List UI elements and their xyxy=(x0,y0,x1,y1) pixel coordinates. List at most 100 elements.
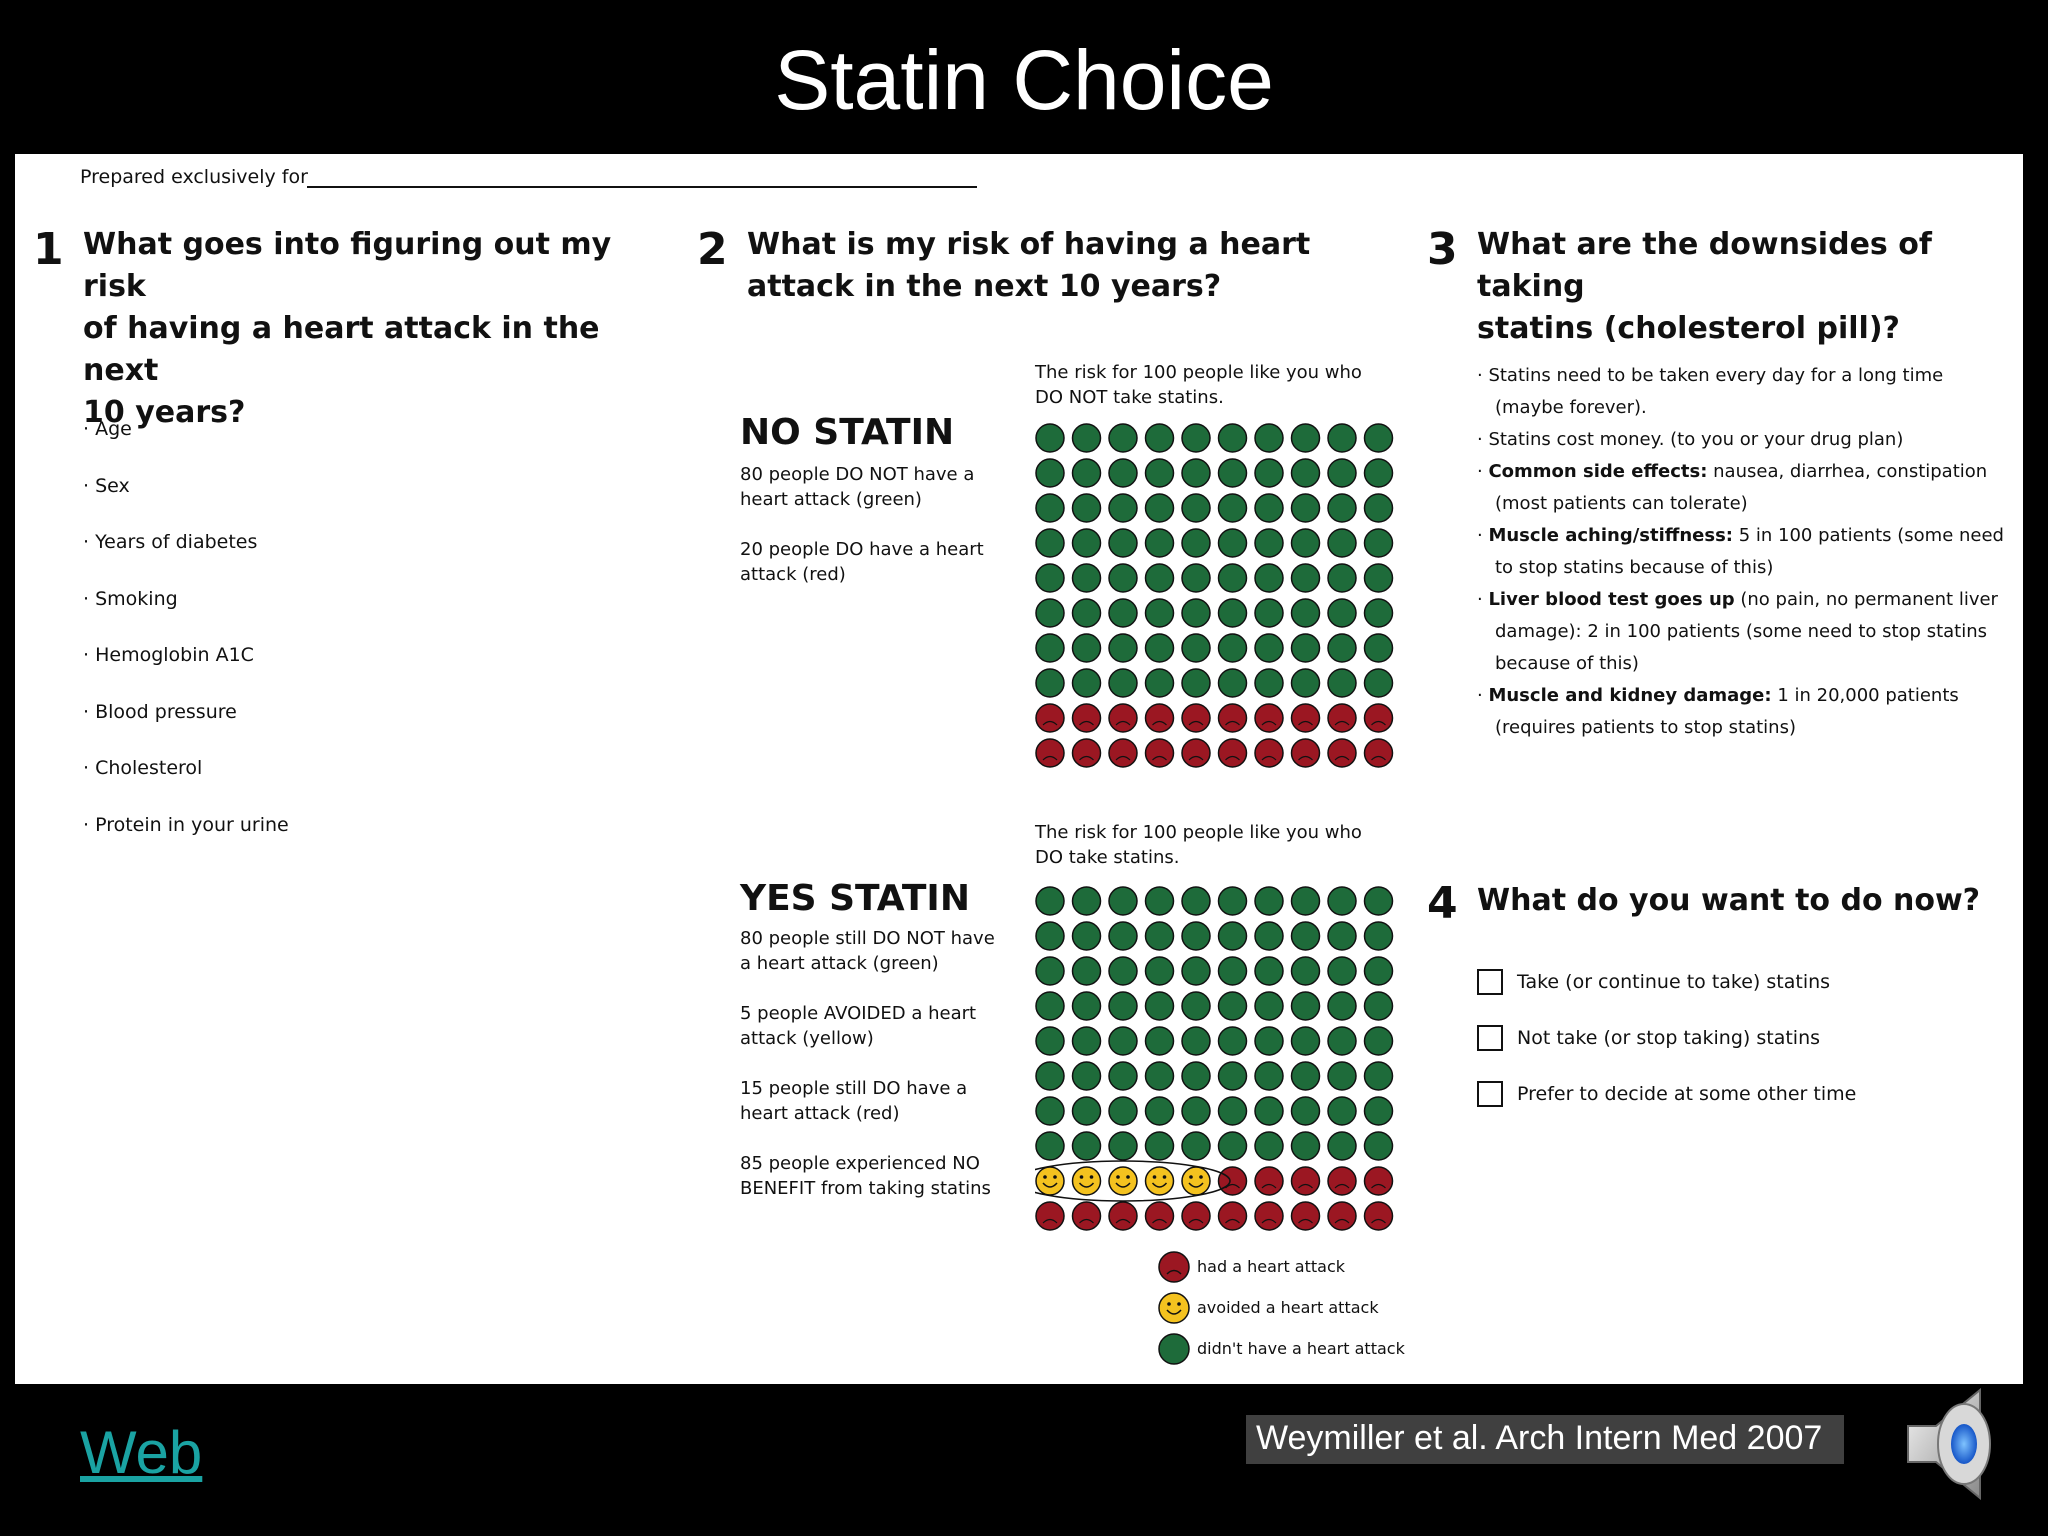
green-face xyxy=(1108,886,1138,916)
red-sad-face xyxy=(1217,738,1248,768)
green-face xyxy=(1035,423,1065,453)
green-face xyxy=(1327,598,1357,628)
green-face xyxy=(1290,458,1321,488)
green-face xyxy=(1108,1026,1138,1056)
green-face xyxy=(1254,633,1284,663)
description-paragraph: 80 people still DO NOT have a heart atta… xyxy=(740,928,995,974)
q2-title: What is my risk of having a heart attack… xyxy=(747,224,1347,308)
green-face xyxy=(1363,528,1394,558)
green-face xyxy=(1181,668,1211,698)
choice-decide-later[interactable]: Prefer to decide at some other time xyxy=(1477,1066,1856,1122)
q1-title-line: What goes into figuring out my risk xyxy=(83,227,612,304)
red-sad-face xyxy=(1254,1201,1284,1231)
green-face xyxy=(1217,528,1248,558)
green-face xyxy=(1071,886,1102,916)
no-statin-description: 80 people DO NOT have a heart attack (gr… xyxy=(740,462,1010,612)
green-face xyxy=(1071,921,1102,951)
green-face xyxy=(1217,493,1248,523)
description-paragraph: 20 people DO have a heart attack (red) xyxy=(740,539,984,585)
prepared-for-label: Prepared exclusively for xyxy=(80,166,308,188)
green-face xyxy=(1254,956,1284,986)
green-face xyxy=(1181,921,1211,951)
green-face xyxy=(1181,1026,1211,1056)
red-sad-face xyxy=(1144,738,1175,768)
green-face xyxy=(1254,528,1284,558)
green-face xyxy=(1071,598,1102,628)
q2-title-line: What is my risk of having a heart xyxy=(747,227,1311,262)
red-sad-face xyxy=(1290,738,1321,768)
green-face xyxy=(1181,598,1211,628)
green-face xyxy=(1071,668,1102,698)
green-face xyxy=(1035,668,1065,698)
caption-line: The risk for 100 people like you who xyxy=(1035,822,1362,843)
face-grid-svg xyxy=(1035,423,1394,768)
green-face xyxy=(1035,1026,1065,1056)
green-face xyxy=(1290,1131,1321,1161)
red-sad-face xyxy=(1181,1201,1211,1231)
red-sad-face xyxy=(1144,1201,1175,1231)
yellow-smiley-face xyxy=(1181,1166,1211,1196)
green-face xyxy=(1035,458,1065,488)
red-sad-face xyxy=(1071,738,1102,768)
factor-item: Age xyxy=(83,418,289,475)
green-face xyxy=(1035,921,1065,951)
green-face xyxy=(1217,991,1248,1021)
choice-not-take-statins[interactable]: Not take (or stop taking) statins xyxy=(1477,1010,1856,1066)
green-face xyxy=(1327,956,1357,986)
checkbox[interactable] xyxy=(1477,1025,1503,1051)
description-paragraph: 80 people DO NOT have a heart attack (gr… xyxy=(740,464,975,510)
green-face xyxy=(1217,1026,1248,1056)
choice-take-statins[interactable]: Take (or continue to take) statins xyxy=(1477,954,1856,1010)
green-face xyxy=(1327,1131,1357,1161)
green-face xyxy=(1144,423,1175,453)
red-sad-face xyxy=(1254,1166,1284,1196)
green-face xyxy=(1217,921,1248,951)
green-face xyxy=(1108,493,1138,523)
speaker-icon[interactable] xyxy=(1898,1382,2022,1506)
green-face xyxy=(1035,493,1065,523)
green-face xyxy=(1181,493,1211,523)
green-face xyxy=(1254,886,1284,916)
green-face xyxy=(1181,458,1211,488)
green-face xyxy=(1327,633,1357,663)
green-face xyxy=(1217,598,1248,628)
description-paragraph: 5 people AVOIDED a heart attack (yellow) xyxy=(740,1003,977,1049)
face-legend: had a heart attack avoided a heart attac… xyxy=(1157,1246,1405,1369)
green-face xyxy=(1363,921,1394,951)
red-sad-face xyxy=(1035,703,1065,733)
web-link[interactable]: Web xyxy=(80,1419,203,1486)
red-sad-face xyxy=(1327,738,1357,768)
green-face xyxy=(1144,1131,1175,1161)
green-face xyxy=(1363,1131,1394,1161)
green-face xyxy=(1327,886,1357,916)
green-face xyxy=(1144,633,1175,663)
green-face xyxy=(1327,493,1357,523)
factor-item: Smoking xyxy=(83,588,289,645)
downside-item: Statins need to be taken every day for a… xyxy=(1477,360,2007,424)
green-face xyxy=(1254,921,1284,951)
green-face xyxy=(1363,563,1394,593)
caption-line: DO take statins. xyxy=(1035,847,1180,868)
q1-title: What goes into figuring out my risk of h… xyxy=(83,224,683,434)
green-face xyxy=(1071,423,1102,453)
green-face xyxy=(1181,991,1211,1021)
red-sad-face xyxy=(1144,703,1175,733)
q4-number: 4 xyxy=(1427,878,1458,929)
checkbox[interactable] xyxy=(1477,1081,1503,1107)
green-face xyxy=(1181,633,1211,663)
red-sad-face xyxy=(1363,738,1394,768)
green-face xyxy=(1071,528,1102,558)
green-face xyxy=(1071,493,1102,523)
checkbox[interactable] xyxy=(1477,969,1503,995)
green-face xyxy=(1254,1026,1284,1056)
green-face xyxy=(1327,423,1357,453)
green-face xyxy=(1290,1096,1321,1126)
green-face xyxy=(1363,633,1394,663)
green-face xyxy=(1363,956,1394,986)
caption-line: The risk for 100 people like you who xyxy=(1035,362,1362,383)
red-sad-face xyxy=(1290,703,1321,733)
green-face xyxy=(1181,528,1211,558)
red-sad-face xyxy=(1035,1201,1065,1231)
green-face xyxy=(1254,493,1284,523)
green-face xyxy=(1108,528,1138,558)
